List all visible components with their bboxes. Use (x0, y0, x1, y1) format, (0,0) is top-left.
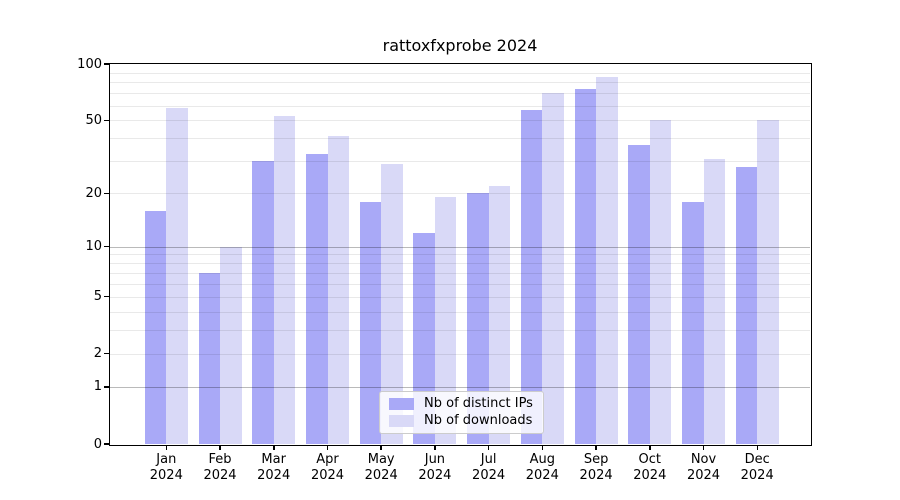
x-tick-mark (702, 445, 705, 450)
x-tick-mark (326, 445, 329, 450)
bar-downloads-mar (273, 115, 296, 444)
legend-label-downloads: Nb of downloads (424, 413, 533, 429)
y-tick-mark (103, 386, 109, 388)
bar-downloads-oct (649, 120, 672, 444)
y-tick-mark (103, 245, 109, 248)
y-tick-mark (103, 295, 109, 298)
x-tick-mark (756, 445, 758, 450)
x-tick-mark (380, 445, 382, 450)
x-tick-label-dec: Dec 2024 (740, 452, 774, 483)
bar-downloads-may (381, 164, 403, 444)
chart-title: rattoxfxprobe 2024 (382, 36, 538, 55)
downloads-swatch-icon (389, 415, 414, 428)
y-tick-label-1: 1 (93, 379, 102, 395)
y-tick-mark (103, 443, 109, 445)
y-tick-mark (103, 63, 109, 65)
bar-ips-feb (198, 272, 220, 444)
y-tick-mark (103, 352, 109, 355)
legend-row-ips: Nb of distinct IPs (380, 396, 543, 412)
y-tick-label-50: 50 (85, 112, 102, 128)
x-tick-label-mar: Mar 2024 (257, 452, 291, 483)
bar-ips-dec (735, 166, 758, 444)
y-tick-mark (103, 119, 109, 121)
bar-downloads-apr (327, 136, 349, 444)
bar-ips-jul (467, 193, 489, 444)
bar-ips-may (359, 201, 382, 444)
bar-ips-aug (520, 109, 543, 444)
x-tick-label-feb: Feb 2024 (203, 452, 237, 483)
y-tick-label-10: 10 (85, 239, 102, 255)
x-tick-mark (165, 445, 168, 450)
x-tick-label-sep: Sep 2024 (579, 452, 613, 483)
x-tick-label-jan: Jan 2024 (149, 452, 183, 483)
x-tick-mark (273, 445, 275, 450)
y-tick-label-0: 0 (93, 436, 102, 452)
bar-downloads-jun (434, 197, 457, 444)
x-tick-label-apr: Apr 2024 (310, 452, 345, 483)
y-tick-mark (103, 192, 109, 195)
bar-ips-mar (252, 161, 274, 444)
y-tick-label-20: 20 (85, 185, 102, 201)
bar-downloads-aug (542, 93, 564, 444)
bar-ips-jan (144, 210, 167, 444)
x-tick-label-aug: Aug 2024 (525, 452, 559, 483)
y-tick-label-100: 100 (77, 56, 102, 72)
x-tick-label-oct: Oct 2024 (633, 452, 667, 483)
bar-downloads-sep (596, 77, 618, 444)
x-tick-mark (219, 445, 221, 450)
legend: Nb of distinct IPs Nb of downloads (379, 391, 544, 434)
x-tick-mark (541, 445, 544, 450)
bar-ips-oct (628, 144, 650, 444)
x-tick-mark (487, 445, 490, 450)
x-tick-mark (649, 445, 651, 450)
x-tick-mark (434, 445, 436, 450)
bar-downloads-nov (703, 158, 725, 444)
bar-downloads-jul (488, 185, 511, 444)
bar-ips-sep (574, 88, 597, 444)
legend-row-downloads: Nb of downloads (380, 413, 543, 429)
y-tick-label-2: 2 (93, 346, 102, 361)
bar-downloads-dec (757, 120, 779, 444)
bar-downloads-feb (220, 246, 242, 444)
bar-ips-apr (306, 153, 328, 444)
legend-label-ips: Nb of distinct IPs (424, 395, 533, 411)
x-tick-label-may: May 2024 (364, 452, 398, 483)
bars-layer (110, 64, 810, 444)
x-tick-label-jul: Jul 2024 (472, 452, 506, 483)
y-tick-label-5: 5 (93, 289, 102, 304)
bar-downloads-jan (166, 108, 188, 444)
x-tick-label-jun: Jun 2024 (418, 452, 452, 483)
ips-swatch-icon (389, 397, 414, 410)
x-tick-label-nov: Nov 2024 (686, 452, 721, 483)
bar-ips-nov (682, 201, 704, 444)
x-tick-mark (595, 445, 597, 450)
